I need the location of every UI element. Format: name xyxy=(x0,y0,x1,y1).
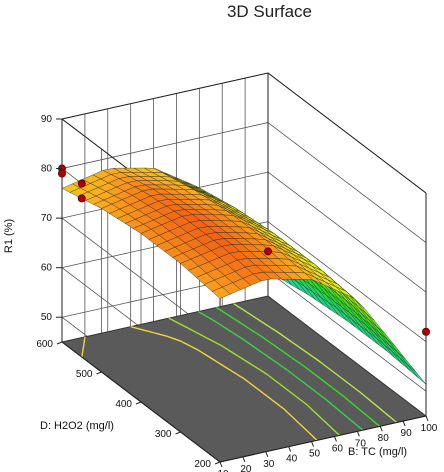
y-tick xyxy=(214,461,221,465)
y-tick xyxy=(135,401,142,405)
z-axis-label: R1 (%) xyxy=(3,219,15,253)
x-axis-label: B: TC (mg/l) xyxy=(348,446,407,458)
x-tick-label: 60 xyxy=(332,443,344,454)
y-tick-label: 400 xyxy=(115,399,132,410)
x-tick-label: 70 xyxy=(355,438,367,449)
chart-title: 3D Surface xyxy=(226,2,313,21)
design-point xyxy=(263,247,272,256)
contour-line xyxy=(81,326,318,441)
x-tick xyxy=(242,456,246,463)
y-axis-label: D: H2O2 (mg/l) xyxy=(40,420,114,432)
y-tick xyxy=(96,371,102,375)
design-point xyxy=(58,169,67,178)
y-tick-label: 500 xyxy=(76,369,93,380)
y-tick-label: 200 xyxy=(194,459,211,470)
design-point xyxy=(421,327,430,336)
x-tick-label: 80 xyxy=(378,433,390,444)
axes: 50 60 70 80 90 200 300 400 500 600 10 20 30 40 50 60 70 8… xyxy=(36,114,437,472)
grid-line xyxy=(267,270,427,392)
contour-line xyxy=(233,303,398,424)
x-tick-label: 90 xyxy=(401,428,413,439)
x-tick xyxy=(356,431,360,437)
y-tick-label: 300 xyxy=(155,429,172,440)
x-axis-line xyxy=(219,415,427,463)
grid-line xyxy=(267,221,427,342)
x-tick-label: 50 xyxy=(309,449,321,460)
x-tick xyxy=(333,436,337,442)
y-tick-label: 600 xyxy=(36,339,53,350)
x-tick-label: 10 xyxy=(217,469,229,472)
design-points xyxy=(58,164,430,336)
x-tick-label: 20 xyxy=(240,464,252,472)
x-tick xyxy=(265,451,269,457)
x-tick xyxy=(311,441,315,447)
y-tick xyxy=(56,341,63,345)
contour-line xyxy=(216,306,381,427)
x-tick xyxy=(379,426,383,432)
z-tick-label: 50 xyxy=(41,312,53,323)
contour-line xyxy=(197,310,364,431)
x-tick xyxy=(402,420,406,427)
z-tick-label: 70 xyxy=(41,213,53,224)
contour-line xyxy=(168,317,340,436)
response-surface xyxy=(61,167,427,385)
surface-cell xyxy=(407,364,427,385)
x-tick-label: 100 xyxy=(421,423,438,434)
x-tick xyxy=(425,415,429,422)
y-tick xyxy=(175,431,181,435)
x-tick-label: 40 xyxy=(286,454,298,465)
x-tick xyxy=(219,461,223,468)
z-tick-label: 80 xyxy=(41,164,53,175)
z-tick-label: 60 xyxy=(41,263,53,274)
x-tick xyxy=(288,446,292,452)
surface-cell xyxy=(399,358,419,378)
design-point xyxy=(77,194,86,203)
grid-line xyxy=(267,122,427,243)
x-tick-label: 30 xyxy=(263,459,275,470)
grid-line xyxy=(61,122,269,169)
design-point xyxy=(77,179,86,188)
grid-line xyxy=(267,171,427,293)
z-tick-label: 90 xyxy=(41,114,53,125)
